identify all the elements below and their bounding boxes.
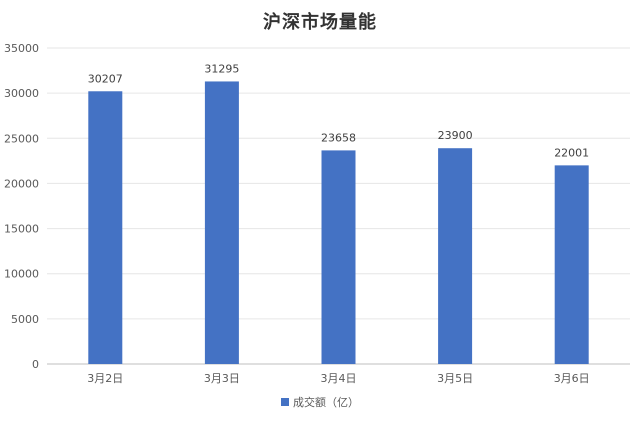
data-label: 23900 <box>438 129 473 142</box>
y-tick-label: 15000 <box>4 223 39 236</box>
y-tick-label: 20000 <box>4 177 39 190</box>
y-tick-label: 0 <box>32 358 39 371</box>
legend-swatch <box>281 398 289 406</box>
data-label: 23658 <box>321 131 356 144</box>
legend: 成交额（亿） <box>0 394 640 410</box>
y-tick-label: 5000 <box>11 313 39 326</box>
x-tick-label: 3月3日 <box>204 372 240 385</box>
data-label: 31295 <box>204 62 239 75</box>
x-tick-label: 3月5日 <box>437 372 473 385</box>
bar <box>554 165 589 364</box>
data-label: 22001 <box>554 146 589 159</box>
data-label: 30207 <box>88 72 123 85</box>
bar <box>321 150 356 364</box>
chart-title: 沪深市场量能 <box>263 12 377 33</box>
y-tick-label: 25000 <box>4 132 39 145</box>
x-tick-label: 3月2日 <box>87 372 123 385</box>
x-tick-label: 3月4日 <box>321 372 357 385</box>
bar <box>438 148 473 364</box>
y-tick-label: 35000 <box>4 42 39 55</box>
y-tick-label: 10000 <box>4 268 39 281</box>
legend-label: 成交额（亿） <box>293 396 359 409</box>
bar <box>204 81 239 364</box>
bar <box>88 91 123 365</box>
y-tick-label: 30000 <box>4 87 39 100</box>
x-tick-label: 3月6日 <box>554 372 590 385</box>
